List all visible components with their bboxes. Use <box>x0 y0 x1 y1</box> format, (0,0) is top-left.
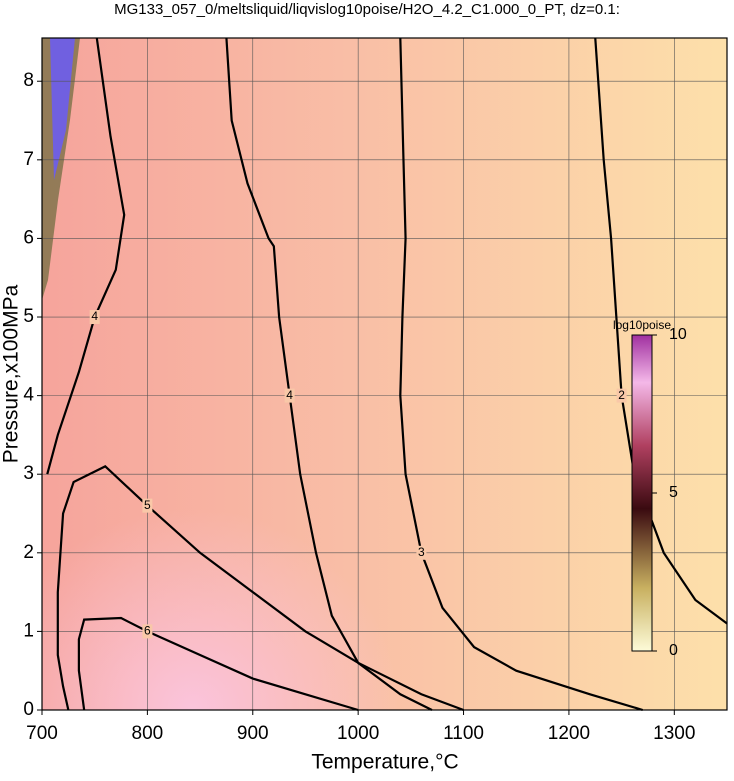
contour-label: 4 <box>286 388 293 402</box>
x-tick-label: 1200 <box>548 723 590 744</box>
contour-line <box>77 616 359 712</box>
contour-label: 4 <box>91 309 98 323</box>
colorbar-label: log10poise <box>613 318 671 332</box>
x-axis-label: Temperature,°C <box>311 751 458 774</box>
y-tick-label: 5 <box>23 306 34 327</box>
y-tick-label: 1 <box>23 620 34 641</box>
x-tick-label: 800 <box>132 723 164 744</box>
y-tick-label: 7 <box>23 149 34 170</box>
plot-frame <box>41 37 728 711</box>
contour-label-bg <box>142 624 153 639</box>
colorbar-tick-label: 5 <box>669 484 678 501</box>
contour-line <box>46 37 126 475</box>
contour-label-bg <box>89 310 100 325</box>
x-tick-label: 1000 <box>337 723 379 744</box>
x-tick-label: 1100 <box>443 723 484 744</box>
contour-line <box>56 465 464 712</box>
plot-shading <box>42 38 727 710</box>
contour-label-bg <box>142 498 153 513</box>
colorbar-tick-label: 0 <box>669 642 678 659</box>
y-tick-label: 3 <box>23 463 34 484</box>
y-axis-label: Pressure,x100MPa <box>0 284 23 463</box>
y-tick-label: 0 <box>23 699 34 720</box>
contour-line <box>399 37 644 712</box>
contour-label: 5 <box>144 498 151 512</box>
x-tick-label: 900 <box>237 723 269 744</box>
y-tick-label: 6 <box>23 227 34 248</box>
x-tick-label: 1300 <box>653 723 695 744</box>
y-tick-label: 4 <box>23 385 34 406</box>
colorbar <box>631 334 653 652</box>
steep-region <box>42 38 80 300</box>
contour-label-bg <box>616 388 627 403</box>
y-tick-label: 8 <box>23 70 34 91</box>
contour-label: 6 <box>144 624 151 638</box>
contour-label: 2 <box>618 388 625 402</box>
chart-title: MG133_057_0/meltsliquid/liqvislog10poise… <box>114 1 620 18</box>
colorbar-tick-label: 10 <box>669 326 687 343</box>
contour-label-bg <box>416 545 427 560</box>
contour-label-bg <box>284 388 295 403</box>
x-tick-label: 700 <box>26 723 58 744</box>
y-tick-label: 2 <box>23 542 34 563</box>
contours: 2 3 4 4 5 6 <box>46 37 728 712</box>
high-viscosity-region <box>50 38 75 180</box>
contour-label: 3 <box>418 545 425 559</box>
